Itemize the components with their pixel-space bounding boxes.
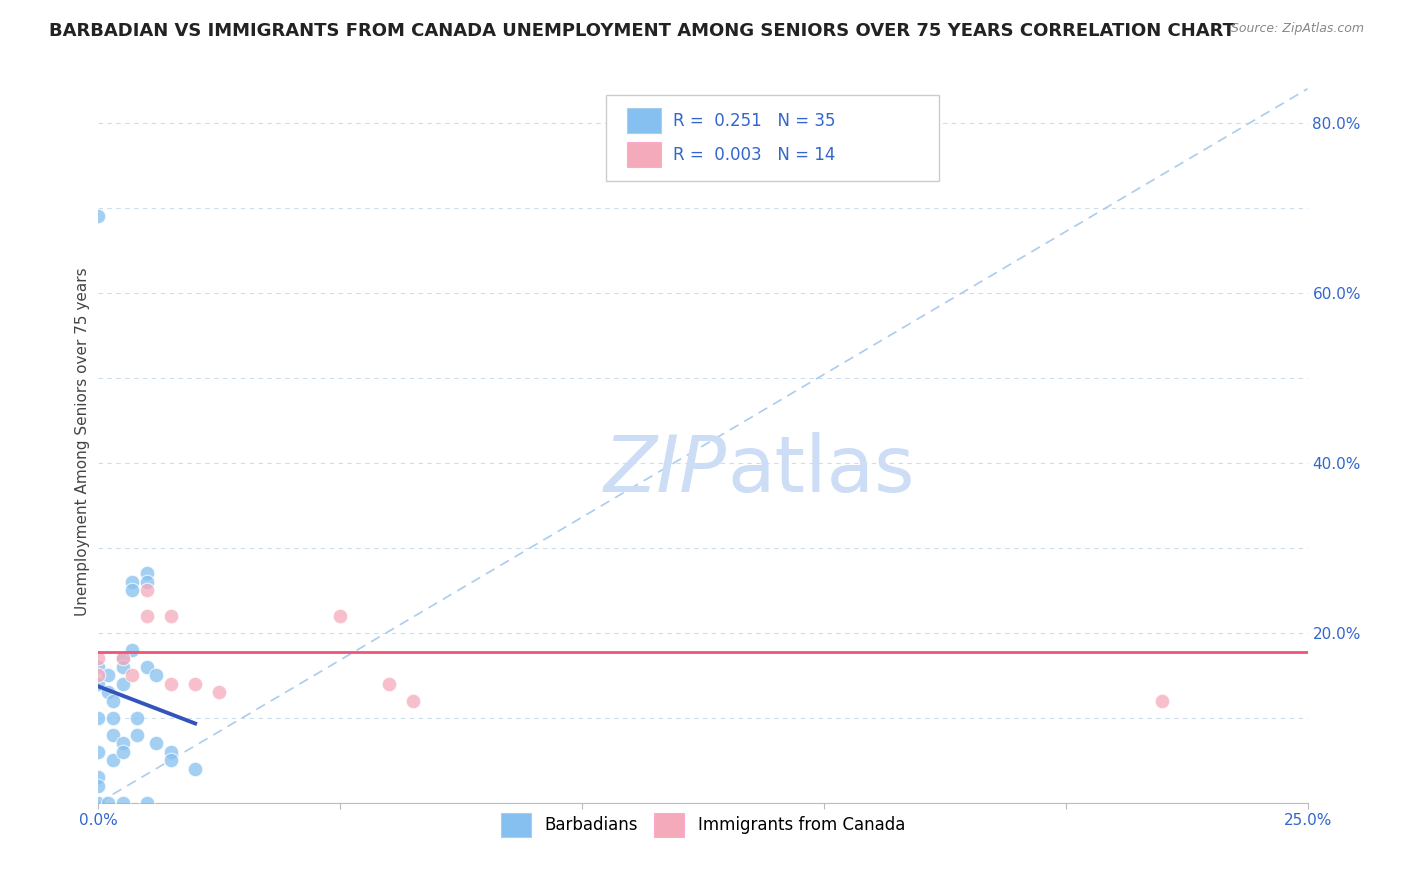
Text: ZIP: ZIP [605,433,727,508]
Point [121,642,143,657]
Point [111,745,134,759]
Point [87,711,110,725]
FancyBboxPatch shape [606,95,939,181]
Point [121,574,143,589]
Text: BARBADIAN VS IMMIGRANTS FROM CANADA UNEMPLOYMENT AMONG SENIORS OVER 75 YEARS COR: BARBADIAN VS IMMIGRANTS FROM CANADA UNEM… [49,22,1236,40]
Point [111,651,134,665]
Point [135,583,157,598]
Bar [627,108,661,133]
Point [87,677,110,691]
Text: R =  0.003   N = 14: R = 0.003 N = 14 [672,145,835,164]
Point [145,736,167,750]
Point [135,574,157,589]
Point [87,779,110,793]
Point [208,685,231,699]
Point [377,677,399,691]
Point [160,608,183,623]
Point [111,736,134,750]
Text: Source: ZipAtlas.com: Source: ZipAtlas.com [1230,22,1364,36]
Point [101,728,124,742]
Point [145,668,167,682]
Point [127,728,149,742]
Point [160,753,183,767]
Point [87,209,110,223]
Point [101,694,124,708]
Point [111,651,134,665]
Point [97,685,120,699]
Point [402,694,425,708]
Point [127,711,149,725]
Point [87,660,110,674]
Point [87,745,110,759]
Point [184,677,207,691]
Point [111,660,134,674]
Point [111,677,134,691]
Point [160,677,183,691]
Point [135,608,157,623]
Point [135,566,157,581]
Point [101,711,124,725]
Legend: Barbadians, Immigrants from Canada: Barbadians, Immigrants from Canada [492,805,914,845]
Point [121,583,143,598]
Point [184,762,207,776]
Point [97,668,120,682]
Bar [627,142,661,167]
Point [121,668,143,682]
Point [87,668,110,682]
Point [87,796,110,810]
Point [135,660,157,674]
Text: R =  0.251   N = 35: R = 0.251 N = 35 [672,112,835,129]
Point [135,796,157,810]
Y-axis label: Unemployment Among Seniors over 75 years: Unemployment Among Seniors over 75 years [75,268,90,615]
Point [1152,694,1174,708]
Point [329,608,352,623]
Point [160,745,183,759]
Point [87,651,110,665]
Point [97,796,120,810]
Point [87,770,110,784]
Text: atlas: atlas [727,433,915,508]
Point [111,796,134,810]
Point [101,753,124,767]
